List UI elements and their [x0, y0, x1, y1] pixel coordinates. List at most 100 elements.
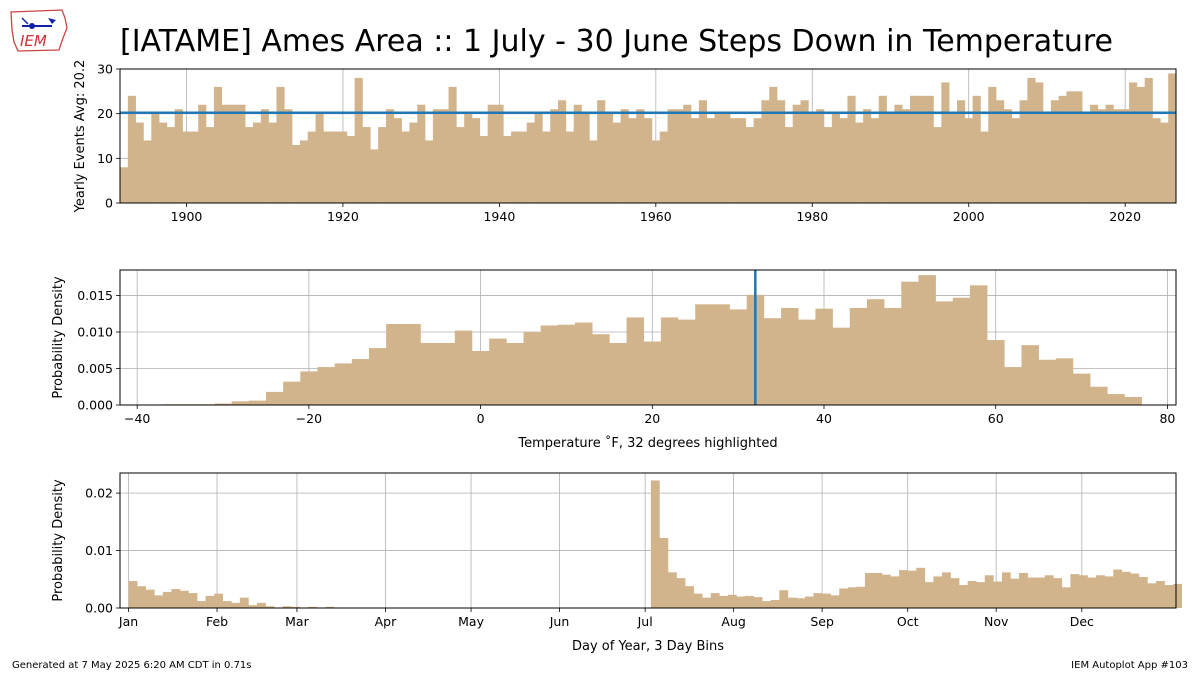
bar-bin-36 — [781, 307, 799, 405]
bar-bin-121 — [1164, 585, 1174, 608]
bar-bin-83 — [839, 588, 849, 608]
bar-bin-10 — [214, 593, 224, 608]
bar-bin-55 — [1107, 394, 1125, 405]
bar-2003 — [988, 86, 997, 203]
bar-bin-15 — [256, 602, 266, 608]
bar-1919 — [331, 131, 340, 203]
bar-bin-117 — [1130, 573, 1140, 608]
x-tick-label: Jul — [637, 614, 653, 629]
axes-frame — [119, 269, 1177, 406]
y-tick-label: 0.000 — [77, 398, 113, 413]
x-tick-label: 40 — [816, 411, 832, 426]
bar-1988 — [870, 118, 880, 203]
y-axis-label: Probability Density — [51, 479, 66, 602]
bar-bin-18 — [282, 606, 292, 608]
bar-bin-13 — [239, 597, 249, 608]
y-tick-label: 0.005 — [77, 361, 113, 376]
bar-1998 — [949, 113, 958, 203]
bar-bin-48 — [987, 340, 1005, 405]
bar-bin-27 — [626, 317, 645, 405]
bar-bin-97 — [959, 585, 968, 608]
bar-bin-100 — [984, 575, 994, 608]
y-tick-label: 0.02 — [85, 486, 113, 501]
bar-1947 — [550, 109, 559, 203]
bar-bin-88 — [882, 574, 891, 608]
bar-bin-104 — [1019, 572, 1028, 608]
bar-1944 — [526, 122, 535, 203]
bar-1991 — [894, 104, 903, 203]
bar-2007 — [1019, 100, 1028, 203]
bar-bin-0 — [128, 581, 138, 608]
bar-bin-11 — [222, 601, 232, 608]
x-tick-label: 1940 — [483, 209, 515, 224]
bar-1937 — [472, 118, 481, 203]
bar-bin-77 — [787, 597, 797, 608]
bar-bin-107 — [1044, 575, 1054, 608]
bar-1921 — [346, 136, 355, 203]
bar-1950 — [573, 104, 582, 203]
bar-2019 — [1113, 109, 1122, 203]
bar-bin-14 — [248, 605, 258, 608]
bar-1928 — [401, 131, 410, 203]
bar-1977 — [784, 127, 794, 203]
bar-1987 — [863, 109, 872, 203]
bar-bin-78 — [796, 598, 806, 608]
bar-bin-99 — [976, 582, 986, 608]
bar-1951 — [581, 113, 590, 203]
bar-bin-4 — [162, 591, 172, 608]
bar-1933 — [440, 109, 449, 203]
bar-bin-23 — [325, 606, 335, 608]
bar-1895 — [143, 140, 152, 203]
x-tick-label: −20 — [296, 411, 322, 426]
bar-bin-47 — [969, 285, 988, 405]
bar-1902 — [198, 104, 207, 203]
bar-1898 — [166, 127, 176, 203]
bar-1994 — [917, 95, 926, 203]
bar-2020 — [1121, 109, 1130, 203]
bar-bin-16 — [437, 342, 456, 405]
bar-1906 — [229, 104, 238, 203]
bar-bin-85 — [856, 586, 866, 608]
bar-bin-103 — [1010, 578, 1020, 608]
bar-bin-29 — [660, 317, 679, 405]
bar-1966 — [698, 100, 707, 203]
bar-1925 — [378, 127, 387, 203]
bar-bin-6 — [179, 590, 189, 608]
bar-2001 — [972, 95, 981, 203]
bar-1916 — [307, 131, 316, 203]
x-axis-label: Temperature ˚F, 32 degrees highlighted — [517, 435, 777, 451]
footer-generated: Generated at 7 May 2025 6:20 AM CDT in 0… — [12, 660, 252, 671]
y-tick-label: 0.01 — [85, 543, 113, 558]
bar-1922 — [354, 77, 363, 203]
bar-1949 — [565, 131, 574, 203]
bar-bin-28 — [643, 341, 662, 405]
bar-bin-65 — [685, 586, 694, 608]
bar-1896 — [151, 113, 160, 203]
bar-1952 — [589, 140, 598, 203]
bar-2013 — [1066, 91, 1075, 203]
bar-1963 — [675, 109, 684, 203]
bar-bin-21 — [523, 332, 541, 405]
bar-1934 — [448, 86, 457, 203]
bar-1927 — [393, 118, 402, 203]
bar-1989 — [878, 95, 887, 203]
bar-1942 — [511, 131, 520, 203]
bar-bin-41 — [866, 299, 885, 405]
bar-bin-14 — [403, 324, 421, 405]
bar-1915 — [299, 140, 309, 203]
bar-1903 — [206, 127, 215, 203]
bar-bin-2 — [145, 589, 155, 608]
bar-bin-91 — [907, 570, 917, 608]
chart-panel-1: 1900 1920 1940 1960 1980 2000 2020 0 10 20 30 Yearl… — [73, 60, 1177, 224]
bar-bin-93 — [924, 582, 934, 608]
x-tick-label: 60 — [988, 411, 1004, 426]
x-tick-label: 2000 — [953, 209, 985, 224]
axes-frame — [119, 68, 1177, 204]
bar-1913 — [284, 109, 293, 203]
bar-bin-12 — [231, 602, 241, 608]
bar-bin-82 — [830, 595, 840, 608]
bar-1978 — [792, 104, 801, 203]
bar-1979 — [800, 100, 809, 203]
bar-1945 — [534, 113, 543, 203]
x-tick-label: Jun — [549, 614, 570, 629]
